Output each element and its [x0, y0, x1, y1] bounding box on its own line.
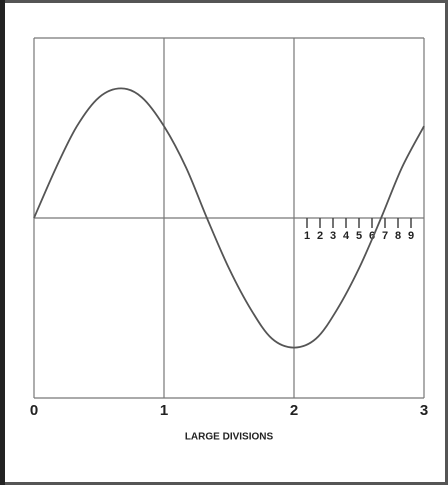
minor-tick-label: 6: [369, 230, 375, 242]
minor-tick-label: 3: [330, 230, 336, 242]
minor-tick-label: 5: [356, 230, 362, 242]
plot-area: 0 1 2 31 2 3 4 5 6 7 8 9: [30, 37, 428, 419]
minor-tick-label: 4: [343, 230, 350, 242]
minor-tick-label: 1: [304, 230, 310, 242]
minor-tick-label: 2: [317, 230, 323, 242]
x-tick-label: 1: [160, 402, 168, 419]
x-axis-label: LARGE DIVISIONS: [185, 432, 274, 443]
minor-tick-label: 9: [408, 230, 414, 242]
sine-trace: [33, 87, 425, 349]
x-tick-label: 2: [290, 402, 298, 419]
minor-tick-label: 7: [382, 230, 388, 242]
x-tick-label: 0: [30, 402, 38, 419]
frame-edge: [0, 0, 5, 485]
minor-tick-label: 8: [395, 230, 401, 242]
x-tick-label: 3: [420, 402, 428, 419]
